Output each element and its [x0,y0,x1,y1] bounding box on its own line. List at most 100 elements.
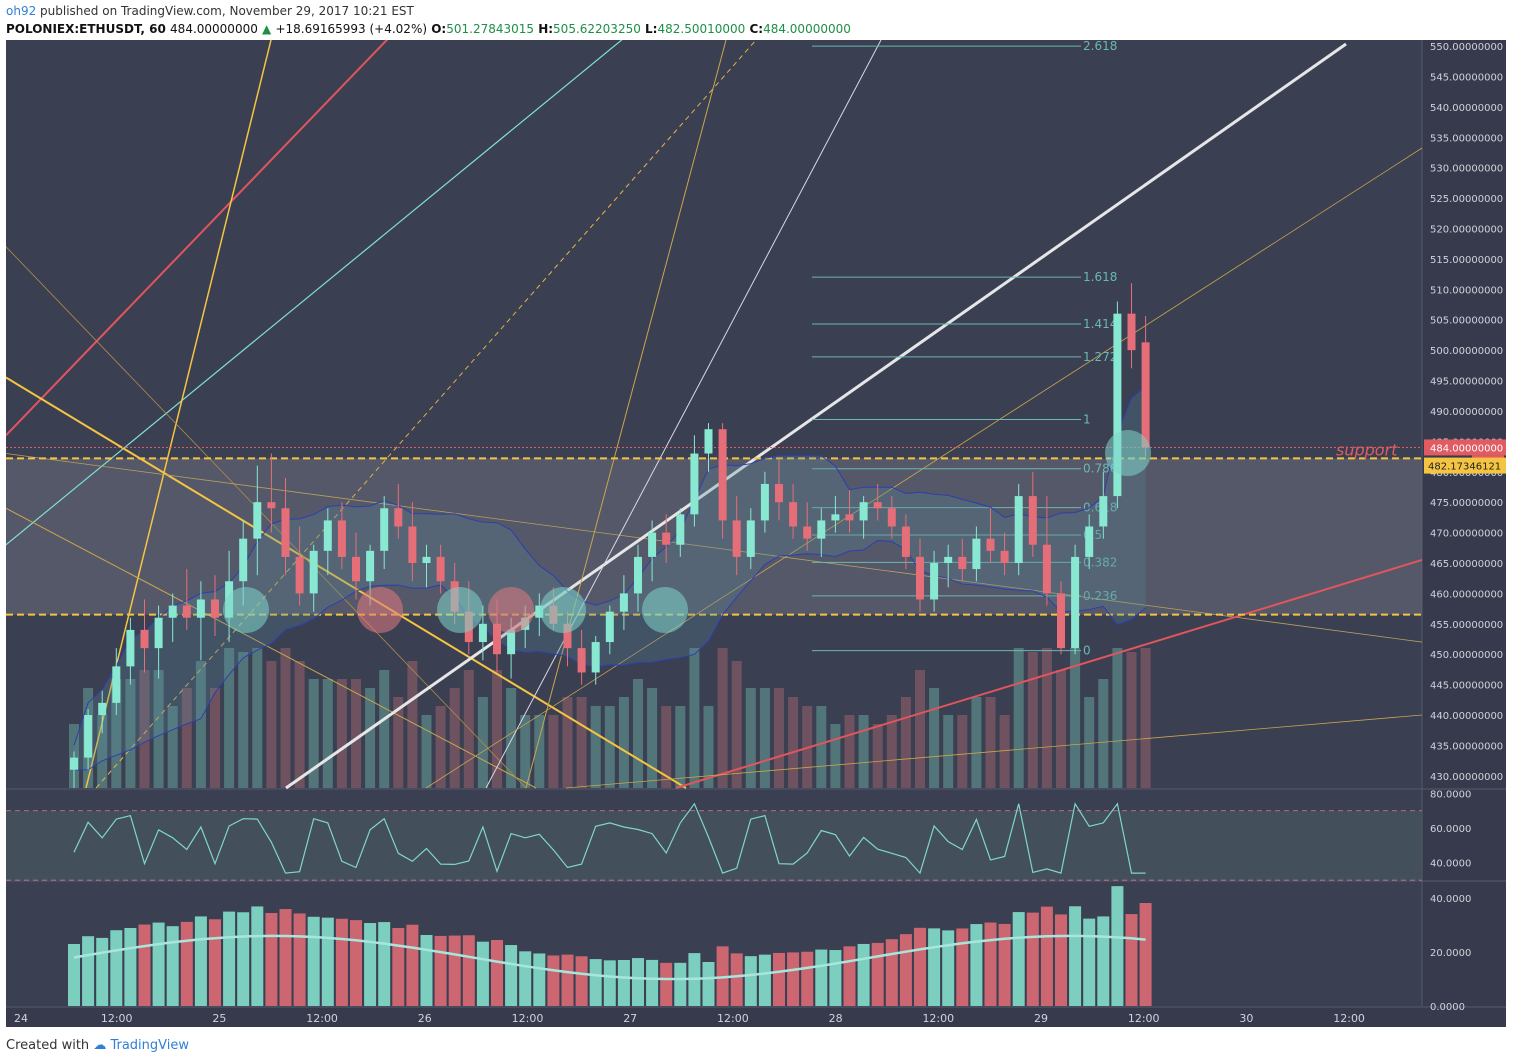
volume-bar [280,648,291,788]
candle-body [196,599,205,618]
price-tick-label: 490.00000000 [1430,407,1503,418]
candle-body [676,514,685,545]
volume-bar [604,706,615,788]
candle-body [352,556,360,582]
fib-level-label: 1.618 [1083,270,1117,284]
volume-bar [759,688,770,788]
oscillator-bar [773,952,785,1006]
candle-body [394,508,403,527]
candle-body [577,648,586,673]
candle-body [619,593,628,612]
candle-body [789,502,798,527]
fib-level-label: 2.618 [1083,40,1117,53]
oscillator-bar [251,906,264,1006]
gold-uptrend [525,40,727,789]
candle-body [366,550,375,582]
cyan-trendline [6,40,623,546]
candle-body [267,502,276,509]
volume-bar [590,706,601,788]
volume-bar [308,679,319,788]
volume-bar [97,715,108,788]
candle-body [1071,556,1080,649]
candle-body [168,605,177,618]
oscillator-bar [744,956,757,1006]
price-tick-label: 465.00000000 [1430,559,1503,570]
volume-bar [449,688,460,788]
oscillator-bar [885,939,898,1006]
oscillator-bar [956,928,969,1006]
rsi-tick-label: 60.0000 [1430,824,1471,835]
price-tick-label: 510.00000000 [1430,285,1503,296]
candle-body [662,532,671,545]
volume-bar [858,715,869,788]
oscillator-bar [871,942,884,1006]
close-value: 484.00000000 [763,22,851,36]
oscillator-bar [1097,916,1110,1006]
candle-body [563,623,572,649]
volume-bar [915,670,925,788]
candle-body [337,520,346,557]
tradingview-logo-icon[interactable]: ☁ [93,1038,107,1053]
oscillator-bar [942,930,955,1006]
candle-body [887,508,896,527]
volume-bar [717,648,728,788]
oscillator-tick-label: 40.0000 [1430,894,1471,905]
volume-bar [731,661,742,788]
oscillator-bar [646,959,659,1006]
oscillator-bar [914,927,926,1006]
oscillator-bar [801,951,814,1006]
volume-bar [689,648,700,788]
level-price-badge [1424,457,1506,474]
price-tick-label: 550.00000000 [1430,42,1503,53]
tradingview-link[interactable]: TradingView [110,1038,189,1053]
time-tick-label: 28 [829,1012,843,1025]
volume-bar [675,706,686,788]
price-change: +18.69165993 (+4.02%) [275,22,428,36]
symbol-name: POLONIEX:ETHUSDT, 60 [6,22,166,36]
candle-body [760,483,769,521]
price-tick-label: 505.00000000 [1430,316,1503,327]
candle-body [775,483,783,503]
price-tick-label: 455.00000000 [1430,620,1503,631]
fib-level-label: 1.272 [1083,350,1117,364]
volume-bar [336,679,347,788]
volume-bar [703,706,714,788]
price-tick-label: 495.00000000 [1430,377,1503,388]
volume-bar [365,688,376,788]
current-price-value: 484.00000000 [1430,443,1503,454]
dashed-trendline [95,40,757,789]
price-tick-label: 500.00000000 [1430,346,1503,357]
marker-circle [488,587,534,633]
volume-bar [1056,670,1066,788]
volume-bar [816,706,827,788]
oscillator-bar [491,940,503,1006]
candle-body [634,556,642,594]
volume-bar [562,697,573,788]
volume-bar [294,661,305,788]
candle-body [112,666,121,703]
candle-body [972,538,981,570]
oscillator-bar [984,922,997,1006]
volume-bar [477,697,488,788]
price-chart[interactable]: 2.6181.6181.4141.27210.7860.6180.50.3820… [6,40,1506,1027]
oscillator-bar [632,958,644,1006]
volume-bar [1098,679,1109,788]
price-tick-label: 435.00000000 [1430,741,1503,752]
candle-body [253,502,262,539]
volume-bar [139,670,150,788]
volume-bar [351,679,361,788]
volume-bar [435,706,446,788]
volume-bar [661,706,672,788]
volume-bar [618,697,629,788]
volume-bar [943,715,954,788]
time-tick-label: 12:00 [1128,1012,1160,1025]
candle-body [901,526,910,557]
oscillator-bar [378,922,391,1006]
candle-body [1014,496,1023,563]
volume-bar [971,697,982,788]
time-tick-label: 25 [212,1012,226,1025]
author-link[interactable]: oh92 [6,4,37,18]
volume-bar [379,670,390,788]
candle-body [211,599,219,618]
price-tick-label: 445.00000000 [1430,681,1503,692]
